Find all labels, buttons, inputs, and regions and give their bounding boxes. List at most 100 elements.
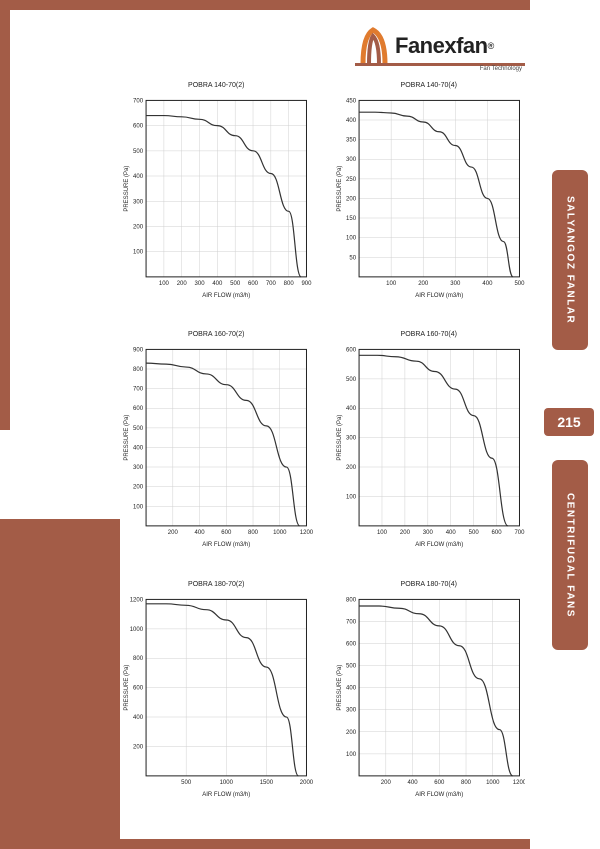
svg-text:400: 400 xyxy=(346,118,357,124)
svg-text:600: 600 xyxy=(248,281,259,287)
svg-text:200: 200 xyxy=(346,465,357,471)
svg-text:200: 200 xyxy=(418,281,429,287)
svg-text:400: 400 xyxy=(133,446,144,452)
svg-text:200: 200 xyxy=(133,744,144,750)
svg-text:PRESSURE (Pa): PRESSURE (Pa) xyxy=(124,664,130,710)
svg-text:600: 600 xyxy=(133,685,144,691)
svg-text:500: 500 xyxy=(181,780,192,786)
svg-text:600: 600 xyxy=(133,124,144,130)
svg-text:200: 200 xyxy=(168,530,179,536)
svg-text:800: 800 xyxy=(248,530,259,536)
chart-svg: 1002003004005006007008002004006008001000… xyxy=(333,584,526,805)
svg-text:500: 500 xyxy=(468,530,479,536)
svg-text:300: 300 xyxy=(346,436,357,442)
svg-text:500: 500 xyxy=(230,281,241,287)
svg-text:800: 800 xyxy=(133,367,144,373)
svg-text:400: 400 xyxy=(346,407,357,413)
performance-chart: POBRA 140-70(4)5010015020025030035040045… xyxy=(333,85,526,306)
svg-text:600: 600 xyxy=(434,780,445,786)
svg-text:AIR FLOW (m3/h): AIR FLOW (m3/h) xyxy=(202,792,250,798)
brand-logo: Fanexfan® Fan Technology xyxy=(355,22,530,70)
svg-text:100: 100 xyxy=(386,281,397,287)
chart-title: POBRA 140-70(2) xyxy=(120,82,313,89)
svg-text:AIR FLOW (m3/h): AIR FLOW (m3/h) xyxy=(415,542,463,548)
svg-text:AIR FLOW (m3/h): AIR FLOW (m3/h) xyxy=(415,792,463,798)
svg-text:100: 100 xyxy=(346,236,357,242)
performance-chart: POBRA 160-70(4) 100 200 300 400 500 600 100 200 3… xyxy=(333,334,526,555)
performance-chart: POBRA 180-70(4)1002003004005006007008002… xyxy=(333,584,526,805)
svg-text:500: 500 xyxy=(133,149,144,155)
svg-text:700: 700 xyxy=(133,98,144,104)
side-tab-label: SALYANGOZ FANLAR xyxy=(565,196,576,324)
brand-name: Fanexfan xyxy=(395,33,488,59)
svg-text:300: 300 xyxy=(195,281,206,287)
chart-grid: POBRA 140-70(2) 100 200 300 400 500 600 700 100 2… xyxy=(120,85,525,805)
svg-text:400: 400 xyxy=(212,281,223,287)
svg-text:200: 200 xyxy=(346,729,357,735)
fan-logo-icon xyxy=(355,26,391,66)
svg-text:300: 300 xyxy=(422,530,433,536)
svg-text:500: 500 xyxy=(514,281,525,287)
chart-title: POBRA 180-70(4) xyxy=(333,581,526,588)
svg-text:600: 600 xyxy=(346,348,357,354)
svg-text:600: 600 xyxy=(221,530,232,536)
svg-text:600: 600 xyxy=(346,641,357,647)
chart-title: POBRA 140-70(4) xyxy=(333,82,526,89)
svg-text:1200: 1200 xyxy=(300,530,313,536)
svg-text:800: 800 xyxy=(461,780,472,786)
svg-text:400: 400 xyxy=(445,530,456,536)
svg-text:PRESSURE (Pa): PRESSURE (Pa) xyxy=(337,664,343,710)
svg-text:200: 200 xyxy=(133,485,144,491)
svg-text:300: 300 xyxy=(133,465,144,471)
side-tab-centrifugal: CENTRIFUGAL FANS xyxy=(552,460,588,650)
side-tab-label: CENTRIFUGAL FANS xyxy=(565,493,576,618)
svg-text:400: 400 xyxy=(407,780,418,786)
svg-text:1500: 1500 xyxy=(260,780,274,786)
svg-text:100: 100 xyxy=(376,530,387,536)
chart-title: POBRA 160-70(2) xyxy=(120,331,313,338)
svg-text:1000: 1000 xyxy=(130,626,144,632)
svg-text:1200: 1200 xyxy=(130,597,144,603)
svg-text:PRESSURE (Pa): PRESSURE (Pa) xyxy=(337,166,343,212)
chart-title: POBRA 160-70(4) xyxy=(333,331,526,338)
svg-text:800: 800 xyxy=(133,656,144,662)
svg-text:450: 450 xyxy=(346,98,357,104)
svg-text:300: 300 xyxy=(346,707,357,713)
svg-text:800: 800 xyxy=(284,281,295,287)
chart-svg: 100 200 300 400 500 600 100 200 300 400 500 600 700 A… xyxy=(333,334,526,555)
svg-text:1000: 1000 xyxy=(486,780,500,786)
svg-text:700: 700 xyxy=(133,387,144,393)
svg-text:500: 500 xyxy=(346,663,357,669)
svg-text:700: 700 xyxy=(514,530,525,536)
performance-chart: POBRA 180-70(2)2004006008001000120050010… xyxy=(120,584,313,805)
svg-text:400: 400 xyxy=(133,174,144,180)
svg-text:100: 100 xyxy=(346,495,357,501)
svg-text:700: 700 xyxy=(346,619,357,625)
svg-text:600: 600 xyxy=(491,530,502,536)
svg-text:1000: 1000 xyxy=(220,780,234,786)
svg-text:300: 300 xyxy=(346,157,357,163)
svg-text:200: 200 xyxy=(133,224,144,230)
svg-text:150: 150 xyxy=(346,216,357,222)
left-accent-bar xyxy=(0,0,10,430)
svg-text:400: 400 xyxy=(195,530,206,536)
svg-text:800: 800 xyxy=(346,597,357,603)
svg-text:700: 700 xyxy=(266,281,277,287)
brand-reg: ® xyxy=(488,41,495,51)
svg-text:250: 250 xyxy=(346,177,357,183)
svg-text:200: 200 xyxy=(346,196,357,202)
svg-text:400: 400 xyxy=(482,281,493,287)
svg-text:1000: 1000 xyxy=(273,530,287,536)
svg-text:300: 300 xyxy=(450,281,461,287)
svg-text:PRESSURE (Pa): PRESSURE (Pa) xyxy=(124,166,130,212)
svg-text:300: 300 xyxy=(133,199,144,205)
svg-text:100: 100 xyxy=(133,505,144,511)
svg-text:500: 500 xyxy=(133,426,144,432)
svg-text:200: 200 xyxy=(399,530,410,536)
svg-text:900: 900 xyxy=(133,348,144,354)
svg-text:400: 400 xyxy=(346,685,357,691)
svg-text:500: 500 xyxy=(346,377,357,383)
brand-tagline: Fan Technology xyxy=(480,66,522,72)
chart-svg: 1002003004005006007008009002004006008001… xyxy=(120,334,313,555)
chart-title: POBRA 180-70(2) xyxy=(120,581,313,588)
